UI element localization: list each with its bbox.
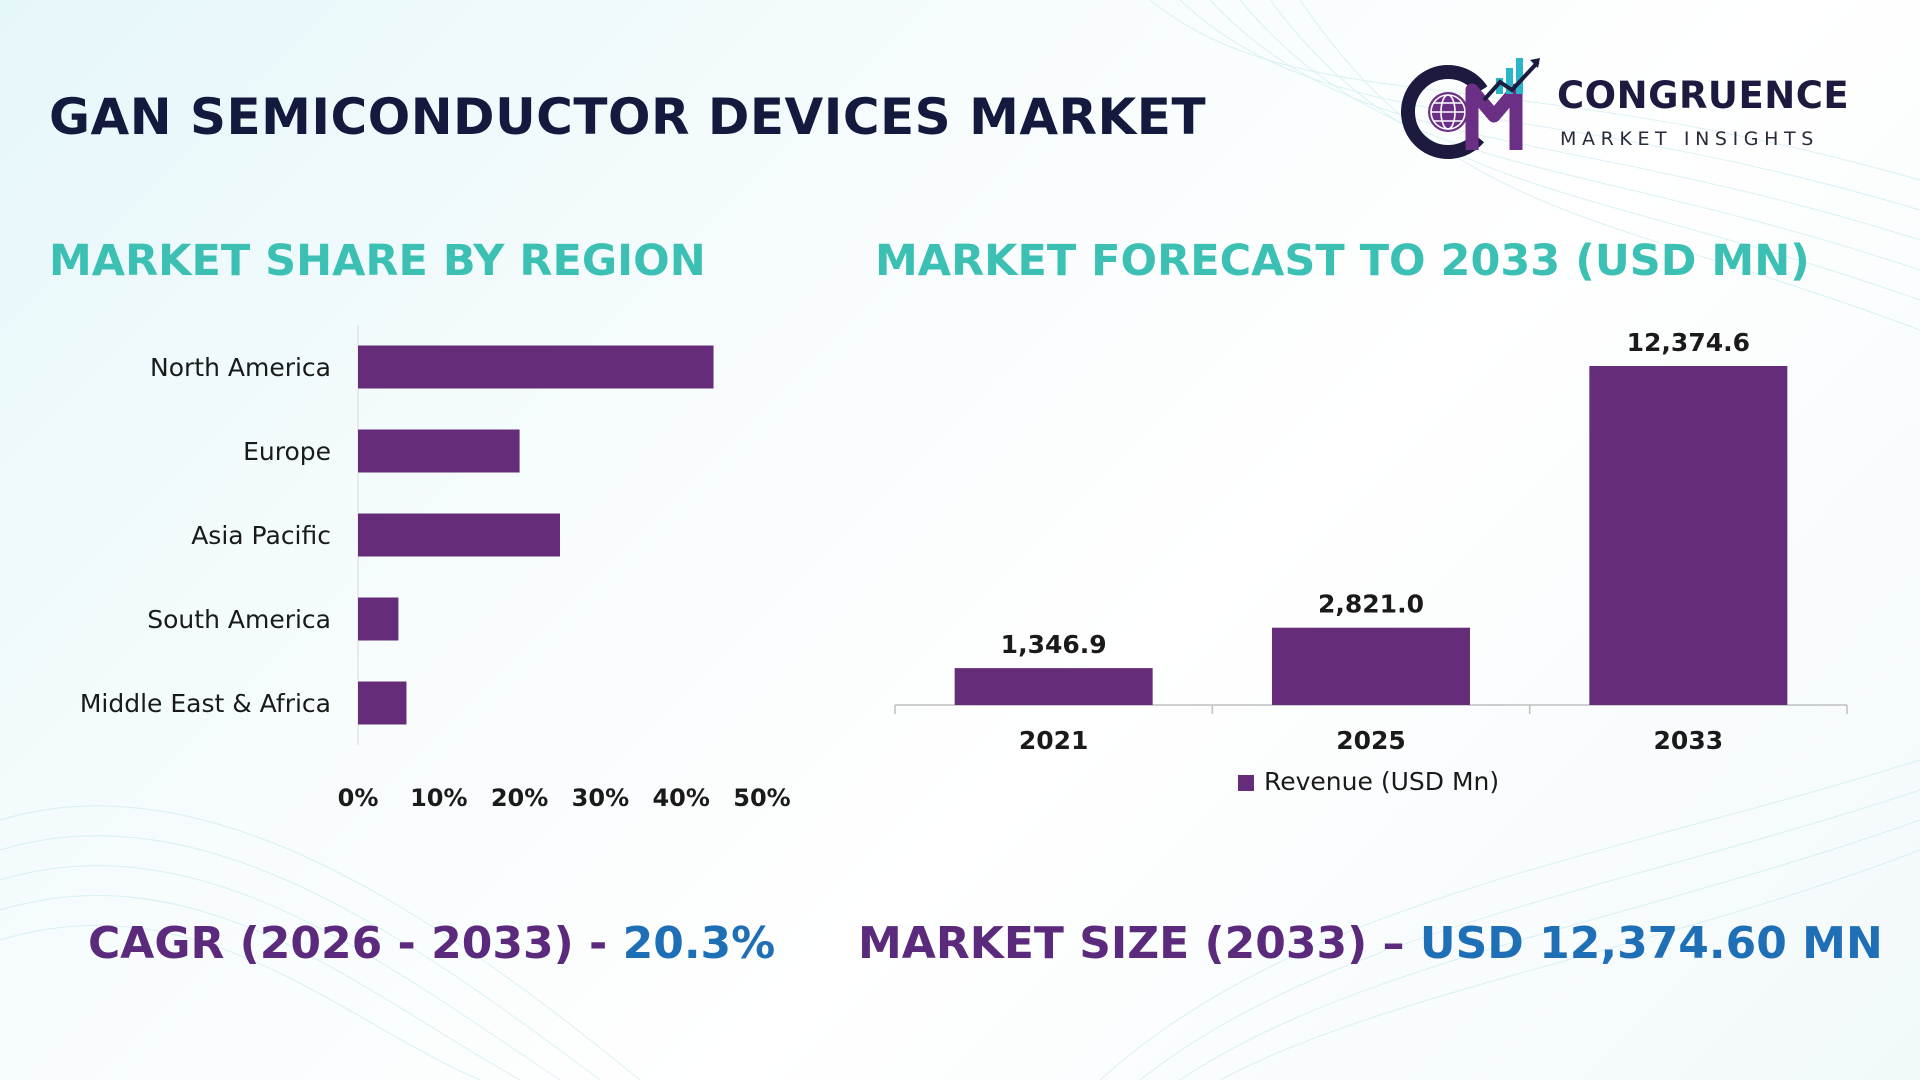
region-share-chart: North America Europe Asia Pacific South Ame… (80, 325, 791, 812)
region-x-tick: 0% (338, 784, 379, 812)
region-bar (358, 681, 407, 725)
market-size-value: USD 12,374.60 MN (1419, 918, 1883, 969)
forecast-x-label: 2033 (1654, 726, 1724, 755)
region-x-tick: 40% (652, 784, 709, 812)
forecast-data-label: 2,821.0 (1318, 590, 1424, 619)
forecast-bar (1272, 627, 1470, 705)
market-size-label: MARKET SIZE (2033) – (858, 918, 1420, 969)
cagr-value: 20.3% (622, 918, 776, 969)
page-title: GAN SEMICONDUCTOR DEVICES MARKET (49, 88, 1207, 146)
forecast-x-label: 2025 (1336, 726, 1406, 755)
region-x-tick: 50% (733, 784, 790, 812)
legend-label: Revenue (USD Mn) (1264, 767, 1499, 796)
region-bar (358, 513, 560, 557)
forecast-data-label: 12,374.6 (1627, 328, 1750, 357)
forecast-chart: 1,346.9 2021 2,821.0 2025 12,374.6 2033 Revenu… (894, 328, 1848, 796)
legend-swatch (1238, 775, 1254, 791)
cagr-summary: CAGR (2026 - 2033) - 20.3% (88, 918, 775, 969)
region-label: Asia Pacific (191, 521, 331, 550)
cagr-label: CAGR (2026 - 2033) - (88, 918, 623, 969)
forecast-chart-title: MARKET FORECAST TO 2033 (USD MN) (875, 236, 1810, 286)
region-label: South America (147, 605, 331, 634)
logo-tagline: MARKET INSIGHTS (1560, 128, 1819, 150)
region-bar (358, 345, 714, 389)
forecast-bar (954, 668, 1153, 705)
region-x-tick: 20% (491, 784, 548, 812)
region-x-tick: 10% (410, 784, 467, 812)
region-bar (358, 429, 520, 473)
market-size-summary: MARKET SIZE (2033) – USD 12,374.60 MN (858, 918, 1883, 969)
forecast-bar (1589, 366, 1788, 705)
region-label: Middle East & Africa (80, 689, 331, 718)
region-label: Europe (243, 437, 331, 466)
region-x-tick: 30% (572, 784, 629, 812)
cm-logo-mark-icon (1401, 58, 1540, 159)
forecast-x-label: 2021 (1019, 726, 1089, 755)
logo-name: CONGRUENCE (1557, 74, 1850, 117)
region-label: North America (150, 353, 331, 382)
company-logo: CONGRUENCE MARKET INSIGHTS (1400, 52, 1880, 162)
region-chart-title: MARKET SHARE BY REGION (49, 236, 706, 286)
region-bar (358, 597, 399, 641)
forecast-data-label: 1,346.9 (1001, 630, 1107, 659)
